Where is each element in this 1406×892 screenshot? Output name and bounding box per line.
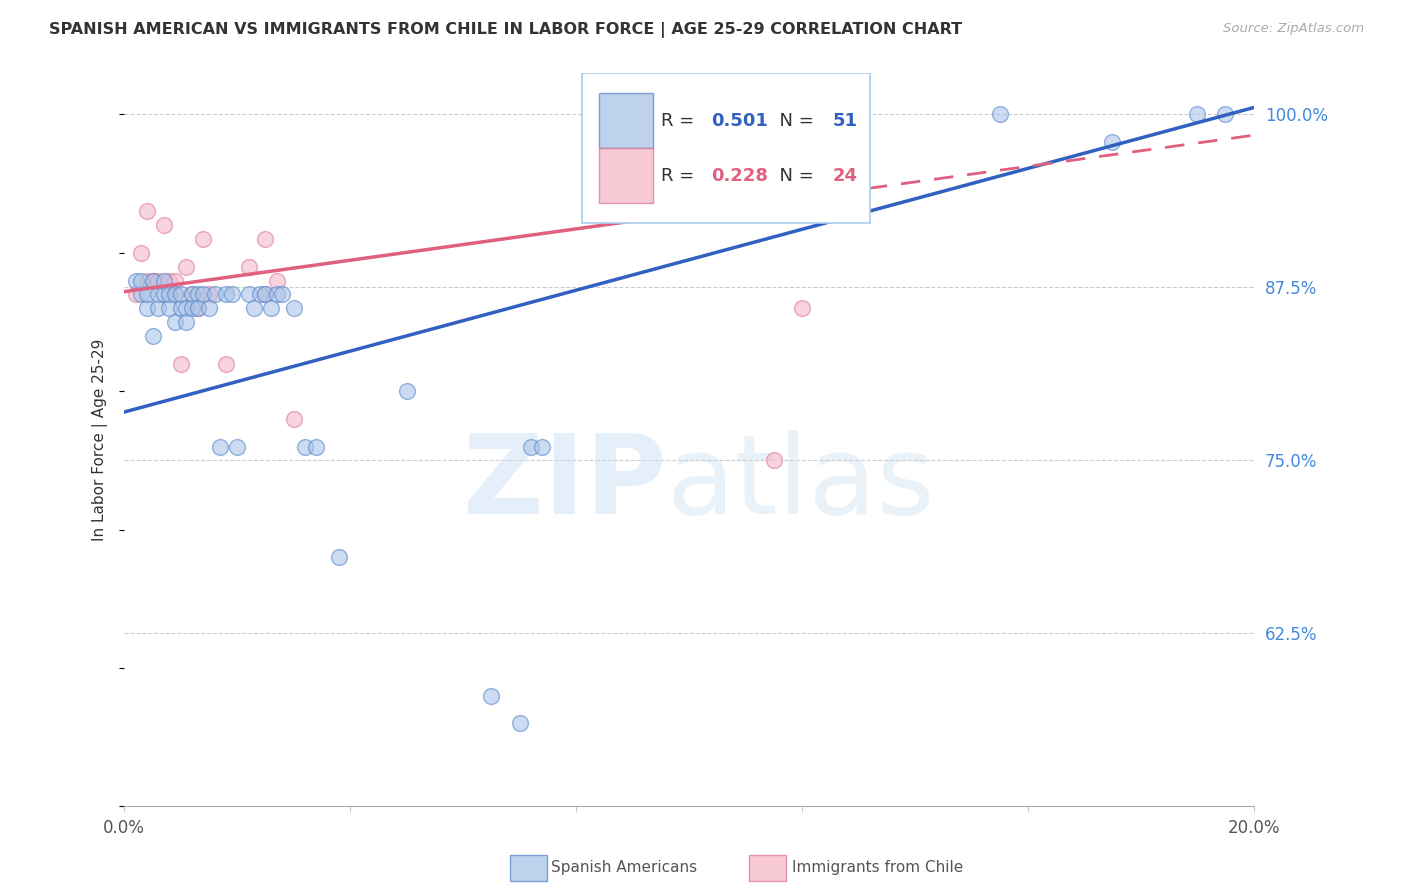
Point [170, 287, 193, 301]
Point [129, 245, 152, 260]
Point [124, 274, 146, 288]
Point [531, 440, 554, 454]
Point [305, 440, 328, 454]
Point [148, 301, 170, 316]
Point [193, 287, 215, 301]
Point [176, 315, 198, 329]
Point [165, 274, 187, 288]
FancyBboxPatch shape [582, 73, 870, 223]
Text: N =: N = [768, 167, 820, 185]
Point [395, 384, 418, 399]
Point [148, 287, 170, 301]
Point [170, 357, 193, 371]
Point [221, 287, 243, 301]
Point [181, 287, 204, 301]
Text: ZIP: ZIP [463, 430, 666, 537]
Point [141, 274, 163, 288]
Point [159, 301, 181, 316]
Point [254, 287, 277, 301]
Point [159, 274, 181, 288]
Point [176, 260, 198, 274]
Point [135, 274, 157, 288]
Point [153, 287, 176, 301]
Text: Source: ZipAtlas.com: Source: ZipAtlas.com [1223, 22, 1364, 36]
Point [254, 232, 277, 246]
Point [215, 287, 238, 301]
Point [129, 274, 152, 288]
Point [271, 287, 294, 301]
Text: 0.228: 0.228 [711, 167, 769, 185]
Text: R =: R = [661, 167, 700, 185]
Point [159, 287, 181, 301]
Point [266, 287, 288, 301]
Point [170, 301, 193, 316]
Point [141, 274, 163, 288]
Point [238, 287, 260, 301]
Point [176, 301, 198, 316]
Point [141, 329, 163, 343]
Point [165, 287, 187, 301]
Point [209, 440, 232, 454]
Point [153, 218, 176, 232]
Point [198, 287, 221, 301]
Point [153, 274, 176, 288]
Point [165, 315, 187, 329]
Point [790, 135, 813, 149]
Text: 51: 51 [832, 112, 858, 129]
Point [328, 550, 350, 565]
Point [226, 440, 249, 454]
Text: 24: 24 [832, 167, 858, 185]
Point [187, 287, 209, 301]
Point [243, 301, 266, 316]
Point [181, 301, 204, 316]
Point [790, 301, 813, 316]
Point [187, 301, 209, 316]
FancyBboxPatch shape [599, 93, 652, 148]
Text: R =: R = [661, 112, 700, 129]
Point [198, 301, 221, 316]
Point [283, 301, 305, 316]
Point [988, 107, 1011, 121]
Point [1215, 107, 1237, 121]
Point [165, 287, 187, 301]
Point [249, 287, 271, 301]
Point [266, 274, 288, 288]
Point [260, 301, 283, 316]
Point [124, 287, 146, 301]
Point [509, 716, 531, 731]
Point [215, 357, 238, 371]
Point [187, 301, 209, 316]
Text: SPANISH AMERICAN VS IMMIGRANTS FROM CHILE IN LABOR FORCE | AGE 25-29 CORRELATION: SPANISH AMERICAN VS IMMIGRANTS FROM CHIL… [49, 22, 962, 38]
Point [135, 287, 157, 301]
Text: Immigrants from Chile: Immigrants from Chile [792, 861, 963, 875]
Text: Spanish Americans: Spanish Americans [551, 861, 697, 875]
Point [254, 287, 277, 301]
Point [762, 453, 785, 467]
Point [148, 274, 170, 288]
Point [238, 260, 260, 274]
Point [193, 232, 215, 246]
Text: 0.501: 0.501 [711, 112, 769, 129]
Point [181, 287, 204, 301]
FancyBboxPatch shape [599, 148, 652, 203]
Point [520, 440, 543, 454]
Point [204, 287, 226, 301]
Point [283, 412, 305, 426]
Point [135, 301, 157, 316]
Point [135, 204, 157, 219]
Text: N =: N = [768, 112, 820, 129]
Y-axis label: In Labor Force | Age 25-29: In Labor Force | Age 25-29 [93, 338, 108, 541]
Point [294, 440, 316, 454]
Point [1101, 135, 1123, 149]
Text: atlas: atlas [666, 430, 935, 537]
Point [1185, 107, 1208, 121]
Point [129, 287, 152, 301]
Point [479, 689, 502, 703]
